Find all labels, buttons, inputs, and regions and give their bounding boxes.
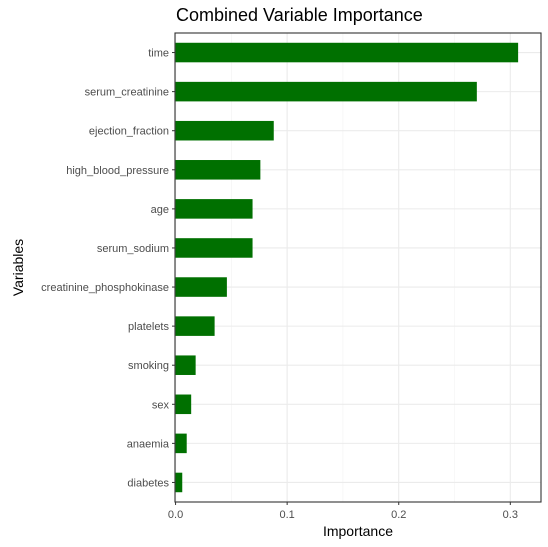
- bar-diabetes: [175, 472, 183, 493]
- panel-border: [174, 32, 542, 503]
- x-tick-label: 0.3: [503, 509, 518, 521]
- x-tick-label: 0.0: [168, 509, 183, 521]
- bars: [175, 42, 519, 493]
- bar-ejection-fraction: [175, 120, 274, 141]
- y-tick-label: age: [151, 204, 169, 216]
- y-tick-label: serum_creatinine: [85, 87, 169, 99]
- y-tick-label: creatinine_phosphokinase: [41, 282, 169, 294]
- bar-age: [175, 199, 253, 219]
- bar-anaemia: [175, 433, 187, 454]
- y-tick-label: ejection_fraction: [89, 126, 169, 138]
- x-tick-label: 0.1: [279, 509, 294, 521]
- bar-serum-sodium: [175, 238, 253, 258]
- bar-high-blood-pressure: [175, 160, 261, 180]
- y-tick-label: smoking: [128, 360, 169, 372]
- panel-background: [175, 33, 541, 502]
- y-tick-label: sex: [152, 399, 170, 411]
- x-tick-label: 0.2: [391, 509, 406, 521]
- y-tick-label: serum_sodium: [97, 243, 169, 255]
- chart-title: Combined Variable Importance: [176, 5, 423, 25]
- x-axis-ticks: 0.0 0.1 0.2 0.3: [168, 502, 518, 521]
- y-tick-label: time: [148, 48, 169, 60]
- bar-time: [175, 42, 519, 63]
- bar-serum-creatinine: [175, 81, 477, 102]
- y-axis-title: Variables: [10, 239, 26, 296]
- bar-smoking: [175, 355, 196, 375]
- y-tick-label: diabetes: [127, 477, 169, 489]
- grid-lines: [175, 33, 541, 502]
- bar-sex: [175, 394, 192, 415]
- y-axis-ticks: time serum_creatinine ejection_fractionhig…: [41, 48, 175, 489]
- y-tick-label: anaemia: [127, 438, 170, 450]
- bar-platelets: [175, 316, 215, 336]
- bar-creatinine-phosphokinase: [175, 277, 227, 297]
- y-tick-label: platelets: [128, 321, 169, 333]
- y-tick-label: high_blood_pressure: [66, 165, 169, 177]
- x-axis-title: Importance: [323, 523, 393, 539]
